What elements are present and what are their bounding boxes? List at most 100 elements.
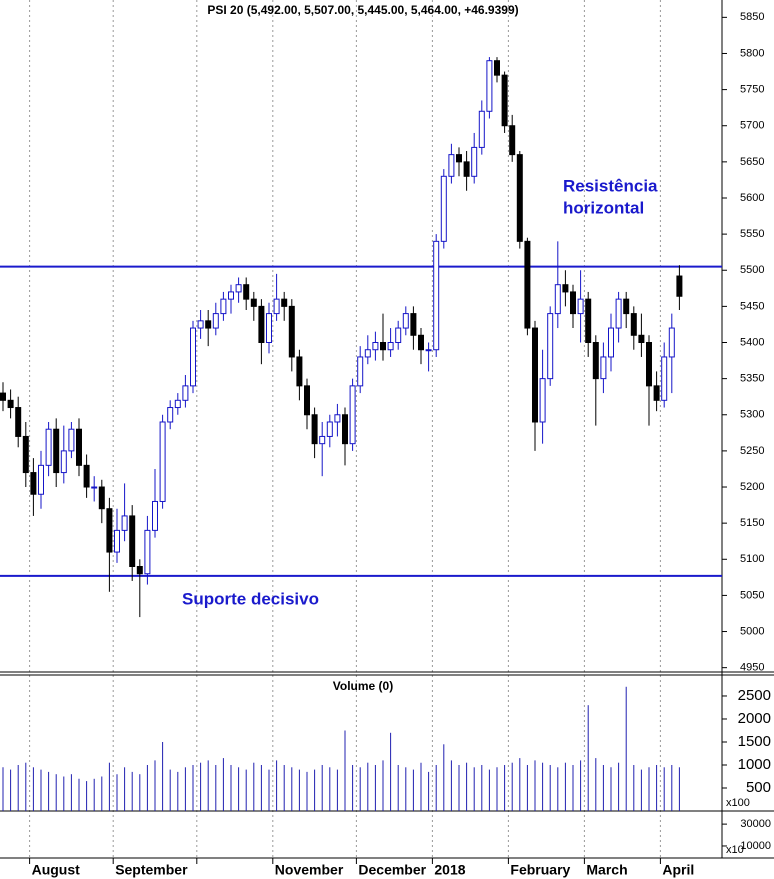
- y-tick-label: 5000: [740, 625, 764, 637]
- x-tick-label: 2018: [434, 862, 465, 878]
- candle-body: [486, 60, 493, 112]
- candle-body: [638, 334, 645, 344]
- candle-body: [395, 327, 402, 344]
- candle-body: [152, 500, 158, 531]
- chart-title: PSI 20 (5,492.00, 5,507.00, 5,445.00, 5,…: [207, 3, 518, 17]
- y-tick-label: 5850: [740, 11, 764, 23]
- candle-body: [304, 385, 310, 416]
- candle-body: [45, 428, 52, 466]
- candle-body: [228, 291, 234, 300]
- candle-body: [570, 291, 576, 315]
- y-tick-label: 1500: [738, 733, 771, 750]
- candle-body: [68, 428, 75, 452]
- y-tick-label: 5300: [740, 409, 764, 421]
- candle-body: [91, 486, 98, 489]
- candle-body: [501, 74, 508, 127]
- candle-body: [364, 349, 371, 358]
- candle-body: [456, 154, 462, 163]
- candle-body: [220, 298, 227, 315]
- y-tick-label: 2500: [738, 687, 771, 704]
- candle-body: [585, 298, 592, 344]
- candle-body: [326, 421, 333, 437]
- candle-body: [387, 342, 394, 351]
- candle-body: [136, 566, 143, 575]
- grid: [29, 0, 661, 858]
- candle-body: [114, 529, 120, 553]
- panel3-unit: x10: [726, 844, 744, 856]
- candle-body: [144, 529, 151, 575]
- candle-body: [273, 298, 280, 315]
- candle-body: [380, 342, 386, 351]
- candle-body: [372, 342, 379, 351]
- candle-body: [516, 154, 523, 242]
- candle-body: [98, 486, 105, 510]
- candle-body: [425, 349, 432, 352]
- candle-body: [524, 240, 531, 329]
- candle-body: [30, 472, 37, 495]
- candle-body: [646, 342, 652, 387]
- candle-body: [159, 421, 166, 502]
- x-tick-label: March: [586, 862, 627, 878]
- candle-body: [288, 305, 295, 358]
- candle-body: [357, 356, 364, 387]
- y-tick-label: 5550: [740, 228, 764, 240]
- volume-title: Volume (0): [333, 679, 393, 693]
- candle-body: [478, 110, 485, 148]
- candle-body: [554, 284, 561, 315]
- candle-body: [76, 428, 82, 466]
- candle-body: [7, 399, 14, 409]
- y-tick-label: 4950: [740, 662, 764, 674]
- candle-body: [463, 161, 470, 177]
- y-tick-label: 30000: [740, 818, 771, 830]
- candle-body: [471, 146, 478, 177]
- candle-body: [433, 240, 440, 351]
- y-tick-label: 5100: [740, 553, 764, 565]
- y-tick-label: 5650: [740, 156, 764, 168]
- x-tick-label: December: [358, 862, 426, 878]
- candle-body: [106, 508, 113, 553]
- candle-body: [311, 414, 318, 445]
- candle-body: [235, 284, 242, 293]
- candle-body: [129, 515, 136, 568]
- y-tick-label: 5500: [740, 264, 764, 276]
- candle-body: [547, 313, 554, 380]
- y-tick-label: 500: [746, 779, 771, 796]
- candle-body: [630, 313, 637, 336]
- candle-body: [410, 313, 417, 336]
- candle-body: [38, 464, 44, 495]
- y-tick-label: 5800: [740, 47, 764, 59]
- y-tick-label: 5050: [740, 589, 764, 601]
- candle-body: [418, 334, 424, 351]
- y-tick-label: 5750: [740, 84, 764, 96]
- candle-body: [0, 392, 6, 401]
- x-tick-label: September: [115, 862, 188, 878]
- y-tick-label: 5400: [740, 336, 764, 348]
- candle-body: [250, 298, 257, 307]
- candle-body: [402, 313, 409, 329]
- candle-body: [448, 154, 455, 177]
- candle-body: [440, 175, 447, 242]
- candle-body: [494, 60, 500, 76]
- annotation: Resistência: [563, 176, 658, 195]
- candle-body: [266, 313, 272, 344]
- candle-body: [600, 356, 607, 380]
- y-tick-label: 5700: [740, 120, 764, 132]
- candle-body: [509, 125, 516, 156]
- x-tick-label: November: [275, 862, 344, 878]
- candle-body: [577, 298, 584, 315]
- y-tick-label: 1000: [738, 756, 771, 773]
- y-tick-label: 2000: [738, 710, 771, 727]
- candle-body: [592, 342, 599, 380]
- x-tick-label: April: [662, 862, 694, 878]
- candle-body: [653, 385, 660, 401]
- y-tick-label: 5200: [740, 481, 764, 493]
- y-tick-label: 5250: [740, 445, 764, 457]
- candle-body: [532, 327, 538, 423]
- candle-body: [661, 356, 668, 401]
- candle-body: [121, 515, 128, 531]
- candle-body: [60, 450, 67, 474]
- candle-body: [676, 275, 683, 297]
- candle-body: [668, 327, 675, 358]
- annotation: horizontal: [563, 198, 644, 217]
